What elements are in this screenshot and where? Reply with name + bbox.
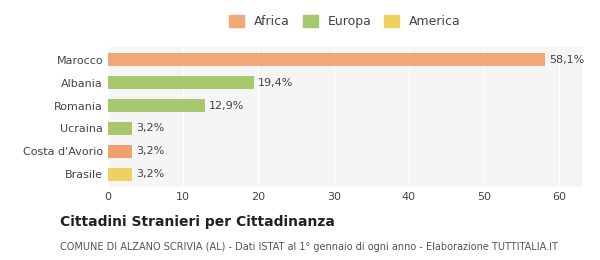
Text: Cittadini Stranieri per Cittadinanza: Cittadini Stranieri per Cittadinanza (60, 215, 335, 229)
Text: 19,4%: 19,4% (258, 77, 293, 88)
Bar (108, 145, 132, 158)
Bar (108, 53, 545, 66)
Bar (108, 99, 205, 112)
Bar (108, 122, 132, 135)
Text: COMUNE DI ALZANO SCRIVIA (AL) - Dati ISTAT al 1° gennaio di ogni anno - Elaboraz: COMUNE DI ALZANO SCRIVIA (AL) - Dati IST… (60, 242, 558, 252)
Legend: Africa, Europa, America: Africa, Europa, America (226, 11, 464, 32)
Text: 3,2%: 3,2% (136, 124, 164, 133)
Text: 12,9%: 12,9% (209, 101, 244, 110)
Bar (108, 168, 132, 181)
Bar (108, 76, 254, 89)
Text: 3,2%: 3,2% (136, 170, 164, 179)
Text: 3,2%: 3,2% (136, 146, 164, 157)
Text: 58,1%: 58,1% (549, 55, 584, 64)
